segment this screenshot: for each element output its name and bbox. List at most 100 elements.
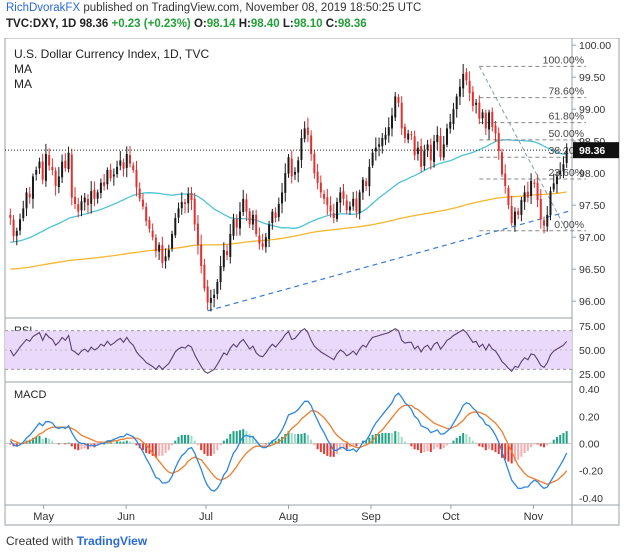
macd-histogram-bar <box>420 443 423 454</box>
candle-body <box>407 133 410 140</box>
ohlc-high-label: H: <box>238 18 251 30</box>
last-price: 98.36 <box>79 18 109 30</box>
price-tick-label: 96.50 <box>579 264 605 276</box>
candle-body <box>116 166 119 175</box>
chart-title: U.S. Dollar Currency Index, 1D, TVC <box>14 47 210 61</box>
candle-body <box>420 146 423 167</box>
macd-histogram-bar <box>297 433 300 444</box>
candle-body <box>96 192 99 199</box>
macd-histogram-bar <box>319 443 322 453</box>
macd-histogram-bar <box>235 431 238 444</box>
macd-histogram-bar <box>342 443 345 449</box>
macd-histogram-bar <box>452 440 455 444</box>
macd-histogram-bar <box>180 434 183 444</box>
candle-body <box>319 182 322 193</box>
macd-histogram-bar <box>213 443 216 454</box>
macd-histogram-bar <box>329 443 332 457</box>
candle-body <box>339 192 342 203</box>
candle-body <box>475 102 478 105</box>
price-tick-label: 99.50 <box>579 72 605 84</box>
macd-histogram-bar <box>158 443 161 456</box>
candle-body <box>238 211 241 229</box>
macd-histogram-bar <box>300 433 303 444</box>
candle-body <box>316 171 319 183</box>
macd-histogram-bar <box>523 443 526 454</box>
candle-body <box>303 128 306 139</box>
candle-body <box>559 170 562 175</box>
candle-body <box>9 214 12 218</box>
symbol-label[interactable]: TVC:DXY, 1D <box>6 18 77 30</box>
macd-histogram-bar <box>517 443 520 460</box>
candle-body <box>426 144 429 150</box>
macd-histogram-bar <box>41 438 44 444</box>
candle-body <box>413 136 416 156</box>
candle-body <box>174 218 177 236</box>
candle-body <box>222 250 225 268</box>
candle-body <box>161 245 164 263</box>
candle-body <box>513 211 516 225</box>
candle-body <box>310 135 313 154</box>
candle-body <box>99 182 102 193</box>
macd-histogram-bar <box>177 436 180 444</box>
rsi-tick-label: 50.00 <box>579 345 605 357</box>
chart-area[interactable]: U.S. Dollar Currency Index, 1D, TVC MA M… <box>0 38 624 532</box>
candle-body <box>539 199 542 220</box>
candle-body <box>381 138 384 147</box>
candle-body <box>19 219 22 231</box>
candle-body <box>167 250 170 258</box>
macd-histogram-bar <box>264 443 267 445</box>
candle-body <box>293 171 296 175</box>
candle-body <box>442 144 445 158</box>
macd-histogram-bar <box>507 443 510 462</box>
candle-body <box>403 126 406 138</box>
candle-body <box>423 150 426 166</box>
candle-body <box>261 243 264 247</box>
candle-body <box>41 161 44 180</box>
author-link[interactable]: RichDvorakFX <box>6 2 81 14</box>
macd-histogram-bar <box>513 443 516 462</box>
tradingview-logo-text[interactable]: TradingView <box>76 534 148 548</box>
candle-body <box>368 166 371 187</box>
macd-histogram-bar <box>371 434 374 444</box>
candle-body <box>64 160 67 169</box>
macd-histogram-bar <box>442 443 445 449</box>
publish-info: RichDvorakFX published on TradingView.co… <box>6 2 421 14</box>
candle-body <box>77 204 80 212</box>
candle-body <box>533 182 536 184</box>
macd-histogram-bar <box>536 443 539 445</box>
macd-histogram-bar <box>109 442 112 444</box>
candle-body <box>177 208 180 218</box>
candle-body <box>31 176 34 199</box>
ohlc-open-label: O: <box>193 18 207 30</box>
macd-histogram-bar <box>462 433 465 444</box>
ohlc-open: 98.14 <box>206 18 236 30</box>
macd-histogram-bar <box>9 443 12 445</box>
candle-body <box>12 219 15 236</box>
candle-body <box>520 200 523 215</box>
macd-histogram-bar <box>200 443 203 451</box>
ma-label-1: MA <box>14 62 32 76</box>
month-label: Oct <box>442 511 459 523</box>
candle-body <box>80 201 83 211</box>
macd-histogram-bar <box>274 440 277 444</box>
candle-body <box>187 193 190 204</box>
macd-histogram-bar <box>48 438 51 444</box>
macd-histogram-bar <box>80 443 83 450</box>
macd-histogram-bar <box>391 433 394 444</box>
candle-body <box>216 282 219 294</box>
macd-histogram-bar <box>116 441 119 444</box>
candle-body <box>416 147 419 155</box>
macd-histogram-bar <box>445 443 448 446</box>
macd-histogram-bar <box>196 443 199 446</box>
publish-text: published on TradingView.com, November 0… <box>83 2 422 14</box>
candle-body <box>523 192 526 202</box>
rsi-tick-label: 25.00 <box>579 369 605 381</box>
macd-histogram-bar <box>455 437 458 444</box>
macd-histogram-bar <box>339 443 342 451</box>
macd-histogram-bar <box>277 438 280 444</box>
macd-histogram-bar <box>190 435 193 444</box>
macd-histogram-bar <box>352 443 355 446</box>
candle-body <box>543 220 546 226</box>
candle-body <box>38 161 41 169</box>
macd-histogram-bar <box>433 443 436 450</box>
